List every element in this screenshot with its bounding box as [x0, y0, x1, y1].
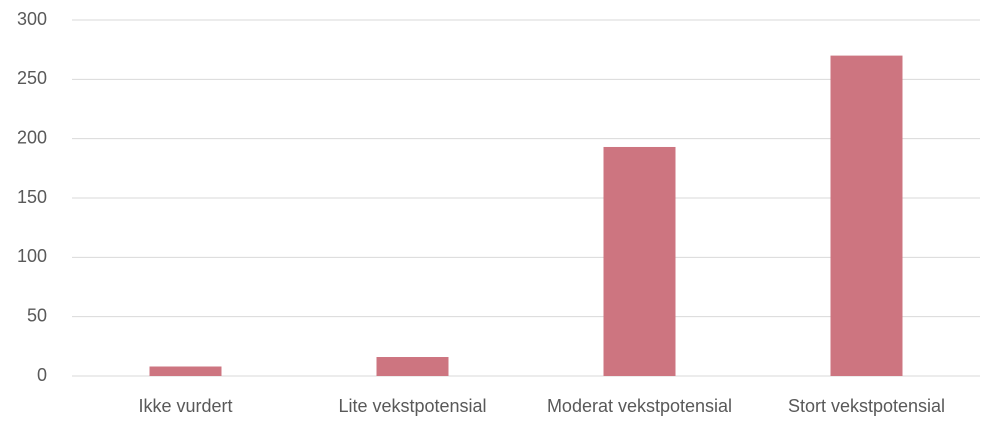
x-tick-label: Lite vekstpotensial	[338, 396, 487, 416]
y-tick-label: 0	[37, 365, 47, 385]
x-tick-label: Stort vekstpotensial	[787, 396, 946, 416]
y-tick-label: 100	[17, 246, 47, 266]
y-tick-label: 50	[27, 305, 47, 325]
y-tick-label: 150	[17, 187, 47, 207]
x-tick-label: Moderat vekstpotensial	[546, 396, 733, 416]
bar	[149, 366, 222, 376]
bar	[603, 146, 676, 376]
y-tick-label: 250	[17, 68, 47, 88]
y-tick-label: 200	[17, 127, 47, 147]
bar	[830, 55, 903, 376]
bar	[376, 357, 449, 376]
y-tick-label: 300	[17, 9, 47, 29]
x-tick-label: Ikke vurdert	[138, 396, 233, 416]
